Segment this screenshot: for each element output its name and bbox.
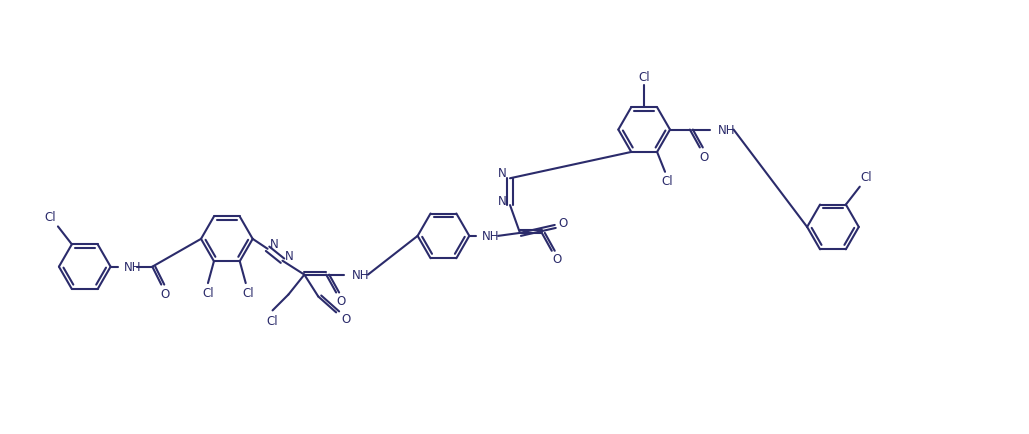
Text: NH: NH [717,124,735,137]
Text: O: O [553,253,562,266]
Text: NH: NH [123,260,141,273]
Text: Cl: Cl [638,71,650,84]
Text: Cl: Cl [44,210,56,224]
Text: N: N [271,238,279,251]
Text: N: N [498,194,506,207]
Text: NH: NH [483,230,500,243]
Text: Cl: Cl [662,175,673,188]
Text: Cl: Cl [242,286,253,299]
Text: Cl: Cl [202,286,214,299]
Text: O: O [699,151,708,164]
Text: O: O [558,217,567,230]
Text: Cl: Cl [860,171,872,184]
Text: O: O [336,294,346,307]
Text: O: O [342,312,351,325]
Text: N: N [285,250,294,263]
Text: O: O [161,287,170,300]
Text: Cl: Cl [267,314,279,327]
Text: N: N [498,166,506,179]
Text: NH: NH [352,269,369,282]
